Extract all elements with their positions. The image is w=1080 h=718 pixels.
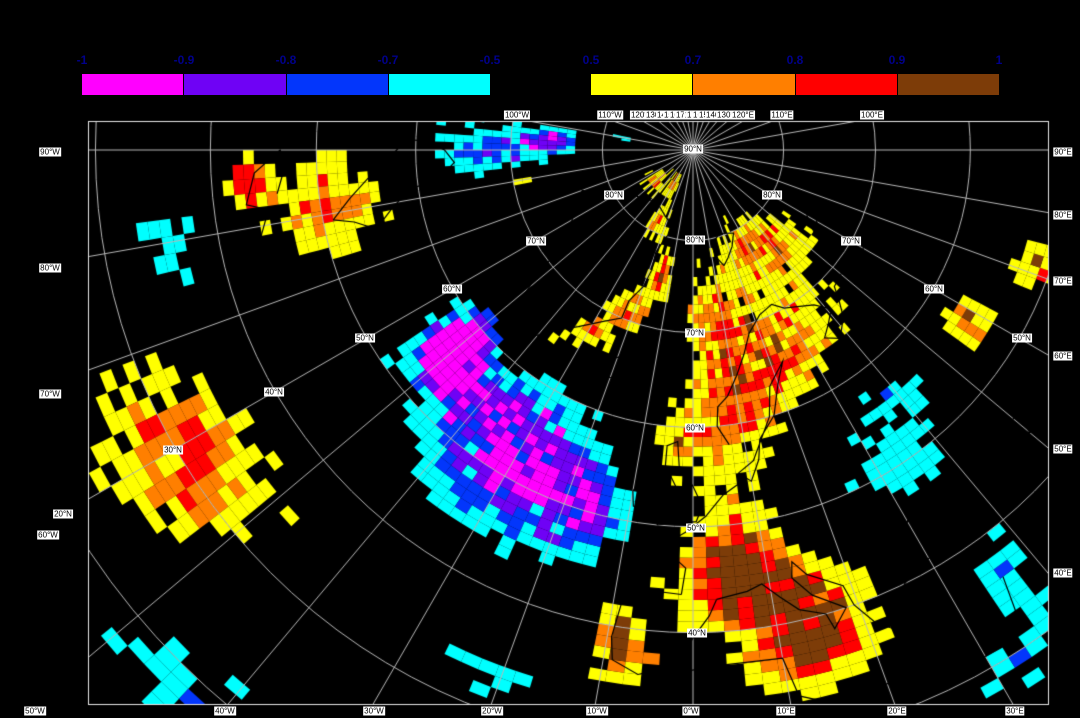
colorbar-segment bbox=[286, 74, 388, 95]
longitude-label: 120°E bbox=[731, 110, 755, 120]
colorbar-tick-label: 0.7 bbox=[684, 53, 702, 67]
longitude-label: 40°E bbox=[1053, 568, 1073, 578]
latitude-label: 30°N bbox=[163, 445, 183, 455]
latitude-label: 80°N bbox=[604, 190, 624, 200]
latitude-label: 50°N bbox=[355, 333, 375, 343]
longitude-label: 40°W bbox=[214, 706, 236, 716]
latitude-label: 90°N bbox=[683, 144, 703, 154]
latitude-label: 60°N bbox=[442, 284, 462, 294]
longitude-label: 120°W bbox=[629, 110, 657, 120]
latitude-label: 70°N bbox=[685, 328, 705, 338]
latitude-label: 40°N bbox=[264, 387, 284, 397]
colorbar-segment bbox=[184, 74, 286, 95]
longitude-label: 70°W bbox=[39, 389, 61, 399]
longitude-label: 30°E bbox=[1005, 706, 1025, 716]
longitude-label: 110°E bbox=[770, 110, 794, 120]
colorbar-tick-label: -1 bbox=[76, 53, 88, 67]
colorbar-tick-label: 0.5 bbox=[582, 53, 600, 67]
colorbar-segment bbox=[388, 74, 490, 95]
longitude-label: 60°E bbox=[1053, 351, 1073, 361]
longitude-label: 20°W bbox=[481, 706, 503, 716]
latitude-label: 60°N bbox=[685, 423, 705, 433]
longitude-label: 90°E bbox=[1053, 147, 1073, 157]
colorbar-segment bbox=[795, 74, 897, 95]
longitude-label: 20°E bbox=[887, 706, 907, 716]
colorbar-segment bbox=[693, 74, 795, 95]
longitude-label: 10°E bbox=[776, 706, 796, 716]
latitude-label: 70°N bbox=[526, 236, 546, 246]
latitude-label: 80°N bbox=[685, 235, 705, 245]
latitude-label: 50°N bbox=[1012, 333, 1032, 343]
longitude-label: 30°W bbox=[363, 706, 385, 716]
longitude-label: 130°E bbox=[716, 110, 740, 120]
colorbar-tick-label: -0.7 bbox=[377, 53, 399, 67]
longitude-label: 110°W bbox=[597, 110, 623, 120]
colorbar-tick-label: 0.9 bbox=[888, 53, 906, 67]
longitude-label: 80°W bbox=[39, 263, 61, 273]
colorbar-tick-label: -0.8 bbox=[275, 53, 297, 67]
latitude-label: 70°N bbox=[841, 236, 861, 246]
colorbar-segment bbox=[897, 74, 999, 95]
latitude-label: 40°N bbox=[687, 628, 707, 638]
latitude-label: 20°N bbox=[53, 509, 73, 519]
colorbar-tick-label: -0.9 bbox=[173, 53, 195, 67]
longitude-label: 50°E bbox=[1053, 444, 1073, 454]
colorbar-segment bbox=[82, 74, 184, 95]
longitude-label: 90°W bbox=[39, 147, 61, 157]
longitude-label: 70°E bbox=[1053, 276, 1073, 286]
longitude-label: 100°E bbox=[860, 110, 884, 120]
longitude-label: 100°W bbox=[503, 110, 531, 120]
colorbar-tick-label: -0.5 bbox=[479, 53, 501, 67]
longitude-label: 60°W bbox=[37, 530, 59, 540]
colorbar-tick-label: 1 bbox=[995, 53, 1003, 67]
colorbar-tick-label: 0.8 bbox=[786, 53, 804, 67]
longitude-label: 80°E bbox=[1053, 210, 1073, 220]
longitude-label: 0°W bbox=[682, 706, 700, 716]
latitude-label: 80°N bbox=[762, 190, 782, 200]
longitude-label: 10°W bbox=[586, 706, 608, 716]
longitude-label: 50°W bbox=[24, 706, 46, 716]
latitude-label: 50°N bbox=[686, 523, 706, 533]
colorbar-segment bbox=[591, 74, 693, 95]
latitude-label: 60°N bbox=[924, 284, 944, 294]
colorbar-negative bbox=[82, 74, 490, 95]
colorbar-positive bbox=[591, 74, 999, 95]
